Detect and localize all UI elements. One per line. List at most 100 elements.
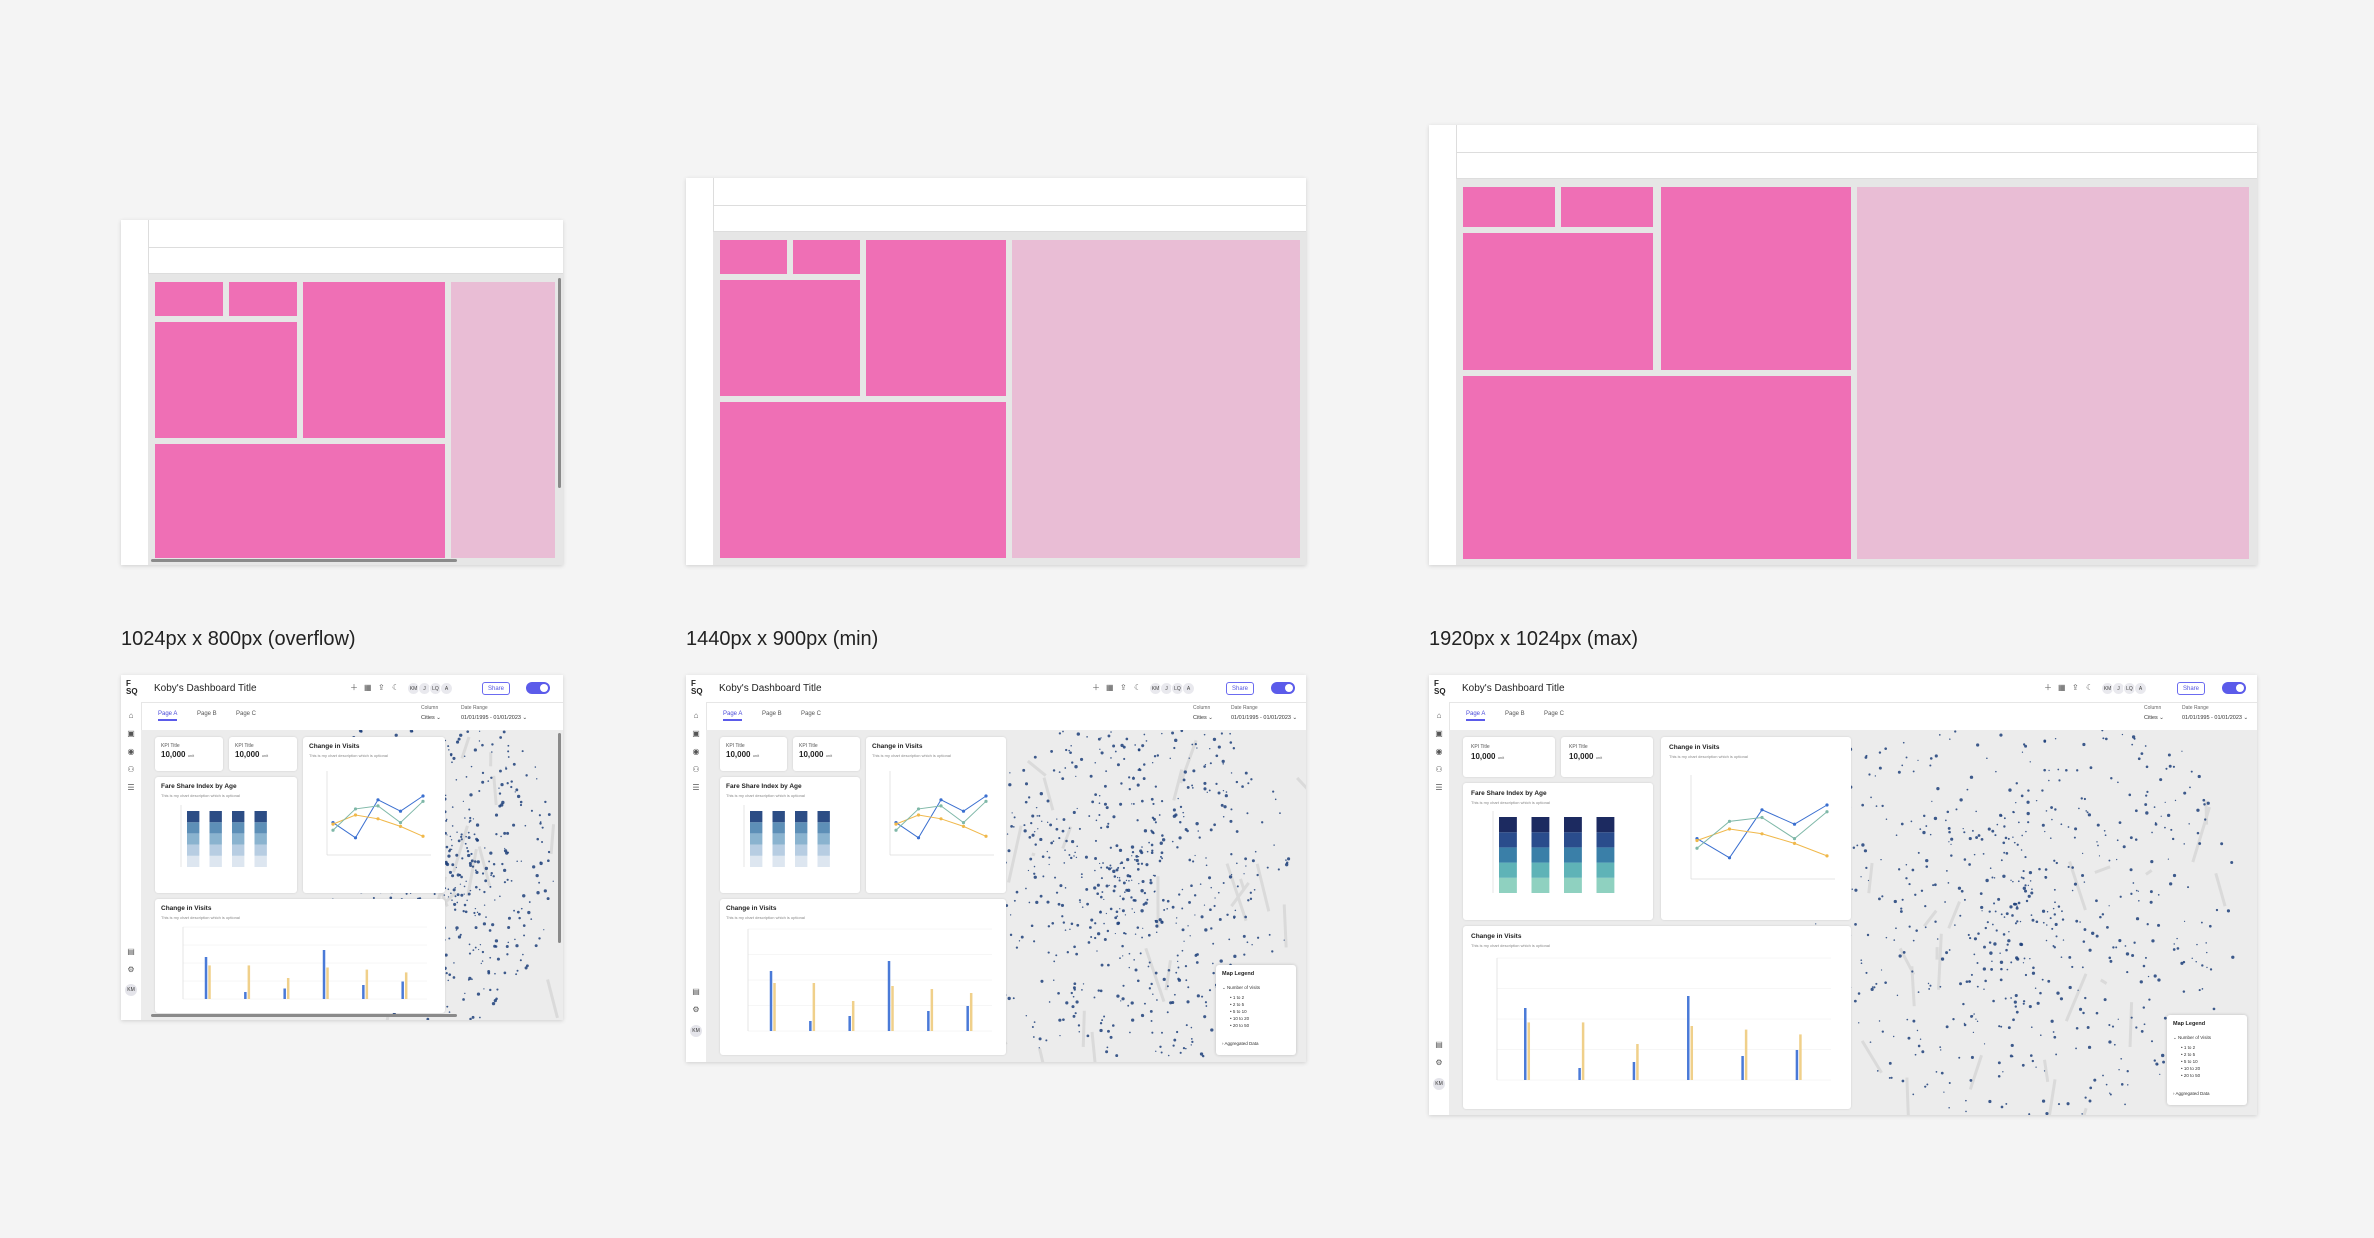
data-point (1760, 832, 1764, 836)
visit-point (2082, 940, 2086, 943)
add-icon[interactable]: ＋ (2044, 683, 2052, 692)
map-legend[interactable]: Map Legend ⌄ Number of Visits • 1 to 2 •… (2167, 1015, 2247, 1105)
tab-page-a[interactable]: Page A (1466, 711, 1486, 721)
share-button[interactable]: Share (2177, 682, 2205, 695)
tab-page-c[interactable]: Page C (236, 711, 257, 717)
app-logo[interactable]: F SQ (126, 679, 138, 696)
avatar-group[interactable]: KM J LQ A (407, 682, 453, 695)
database-icon[interactable]: ☰ (1435, 783, 1443, 792)
date-range-select[interactable]: 01/01/1995 - 01/01/2023 ⌄ (461, 715, 528, 721)
avatar-group[interactable]: KM J LQ A (2101, 682, 2147, 695)
visit-point (2144, 745, 2147, 747)
visit-point (492, 862, 496, 866)
visit-point (2042, 921, 2045, 924)
visit-point (2022, 877, 2025, 880)
tab-page-b[interactable]: Page B (197, 711, 217, 717)
visit-point (1039, 837, 1043, 842)
book-icon[interactable]: ▤ (1435, 1040, 1443, 1049)
database-icon[interactable]: ☰ (127, 783, 135, 792)
home-icon[interactable]: ⌂ (1436, 711, 1442, 720)
visit-point (1080, 873, 1083, 876)
location-icon[interactable]: ◉ (127, 747, 135, 756)
moon-icon[interactable]: ☾ (392, 683, 400, 692)
home-icon[interactable]: ⌂ (693, 711, 699, 720)
visit-point (462, 800, 464, 802)
book-icon[interactable]: ▤ (127, 947, 135, 956)
visit-point (1902, 950, 1906, 954)
visit-point (1096, 950, 1098, 952)
visit-point (1874, 775, 1877, 777)
home-icon[interactable]: ⌂ (128, 711, 134, 720)
app-logo[interactable]: F SQ (1434, 679, 1446, 696)
settings-icon[interactable]: ⚙ (1435, 1058, 1443, 1067)
visit-point (2084, 1096, 2087, 1099)
visit-point (1050, 749, 1054, 753)
user-avatar[interactable]: KM (1433, 1078, 1445, 1090)
column-filter-select[interactable]: Cities ⌄ (2144, 715, 2164, 721)
theme-toggle[interactable] (2222, 682, 2246, 694)
theme-toggle[interactable] (526, 682, 550, 694)
share-button[interactable]: Share (1226, 682, 1254, 695)
user-avatar[interactable]: KM (690, 1025, 702, 1037)
tab-page-a[interactable]: Page A (158, 711, 178, 721)
visit-point (1140, 862, 1144, 865)
tab-page-a[interactable]: Page A (723, 711, 743, 721)
map-legend[interactable]: Map Legend ⌄ Number of Visits • 1 to 2 •… (1216, 965, 1296, 1055)
location-icon[interactable]: ◉ (1435, 747, 1443, 756)
visit-point (478, 790, 481, 793)
location-icon[interactable]: ◉ (692, 747, 700, 756)
column-filter-select[interactable]: Cities ⌄ (1193, 715, 1213, 721)
stacked-bar-segment (772, 844, 785, 856)
visit-point (2047, 979, 2051, 983)
settings-icon[interactable]: ⚙ (127, 965, 135, 974)
visit-point (2013, 1000, 2017, 1004)
horizontal-scrollbar[interactable] (151, 1014, 457, 1017)
road (1282, 904, 1288, 948)
add-icon[interactable]: ＋ (1092, 683, 1100, 692)
vertical-scrollbar[interactable] (558, 278, 561, 488)
visit-point (1075, 952, 1079, 956)
briefcase-icon[interactable]: ▣ (1435, 729, 1443, 738)
export-icon[interactable]: ⇪ (1120, 683, 1127, 692)
date-range-select[interactable]: 01/01/1995 - 01/01/2023 ⌄ (1231, 715, 1298, 721)
people-icon[interactable]: ⚇ (1435, 765, 1443, 774)
visit-point (546, 897, 550, 901)
stacked-bar-segment (232, 811, 245, 823)
tab-page-c[interactable]: Page C (1544, 711, 1565, 717)
visit-point (1048, 856, 1051, 859)
moon-icon[interactable]: ☾ (1134, 683, 1142, 692)
date-range-select[interactable]: 01/01/1995 - 01/01/2023 ⌄ (2182, 715, 2249, 721)
avatar-group[interactable]: KM J LQ A (1149, 682, 1195, 695)
tab-page-c[interactable]: Page C (801, 711, 822, 717)
share-button[interactable]: Share (482, 682, 510, 695)
visit-point (2131, 743, 2134, 746)
layout-icon[interactable]: ▦ (1106, 683, 1114, 692)
user-avatar[interactable]: KM (125, 984, 137, 996)
visit-point (2054, 922, 2058, 927)
settings-icon[interactable]: ⚙ (692, 1005, 700, 1014)
database-icon[interactable]: ☰ (692, 783, 700, 792)
visit-point (1186, 1000, 1190, 1004)
export-icon[interactable]: ⇪ (2072, 683, 2079, 692)
people-icon[interactable]: ⚇ (127, 765, 135, 774)
briefcase-icon[interactable]: ▣ (692, 729, 700, 738)
tab-page-b[interactable]: Page B (1505, 711, 1525, 717)
visit-point (538, 937, 541, 940)
layout-icon[interactable]: ▦ (364, 683, 372, 692)
moon-icon[interactable]: ☾ (2086, 683, 2094, 692)
export-icon[interactable]: ⇪ (378, 683, 385, 692)
visit-point (1283, 939, 1285, 941)
horizontal-scrollbar[interactable] (151, 559, 457, 562)
vertical-scrollbar[interactable] (558, 733, 561, 943)
add-icon[interactable]: ＋ (350, 683, 358, 692)
app-logo[interactable]: F SQ (691, 679, 703, 696)
layout-icon[interactable]: ▦ (2058, 683, 2066, 692)
visit-point (1028, 836, 1032, 839)
briefcase-icon[interactable]: ▣ (127, 729, 135, 738)
column-filter-select[interactable]: Cities ⌄ (421, 715, 441, 721)
people-icon[interactable]: ⚇ (692, 765, 700, 774)
tab-page-b[interactable]: Page B (762, 711, 782, 717)
line-chart-card: Change in Visits This is my chart descri… (303, 737, 445, 893)
book-icon[interactable]: ▤ (692, 987, 700, 996)
theme-toggle[interactable] (1271, 682, 1295, 694)
